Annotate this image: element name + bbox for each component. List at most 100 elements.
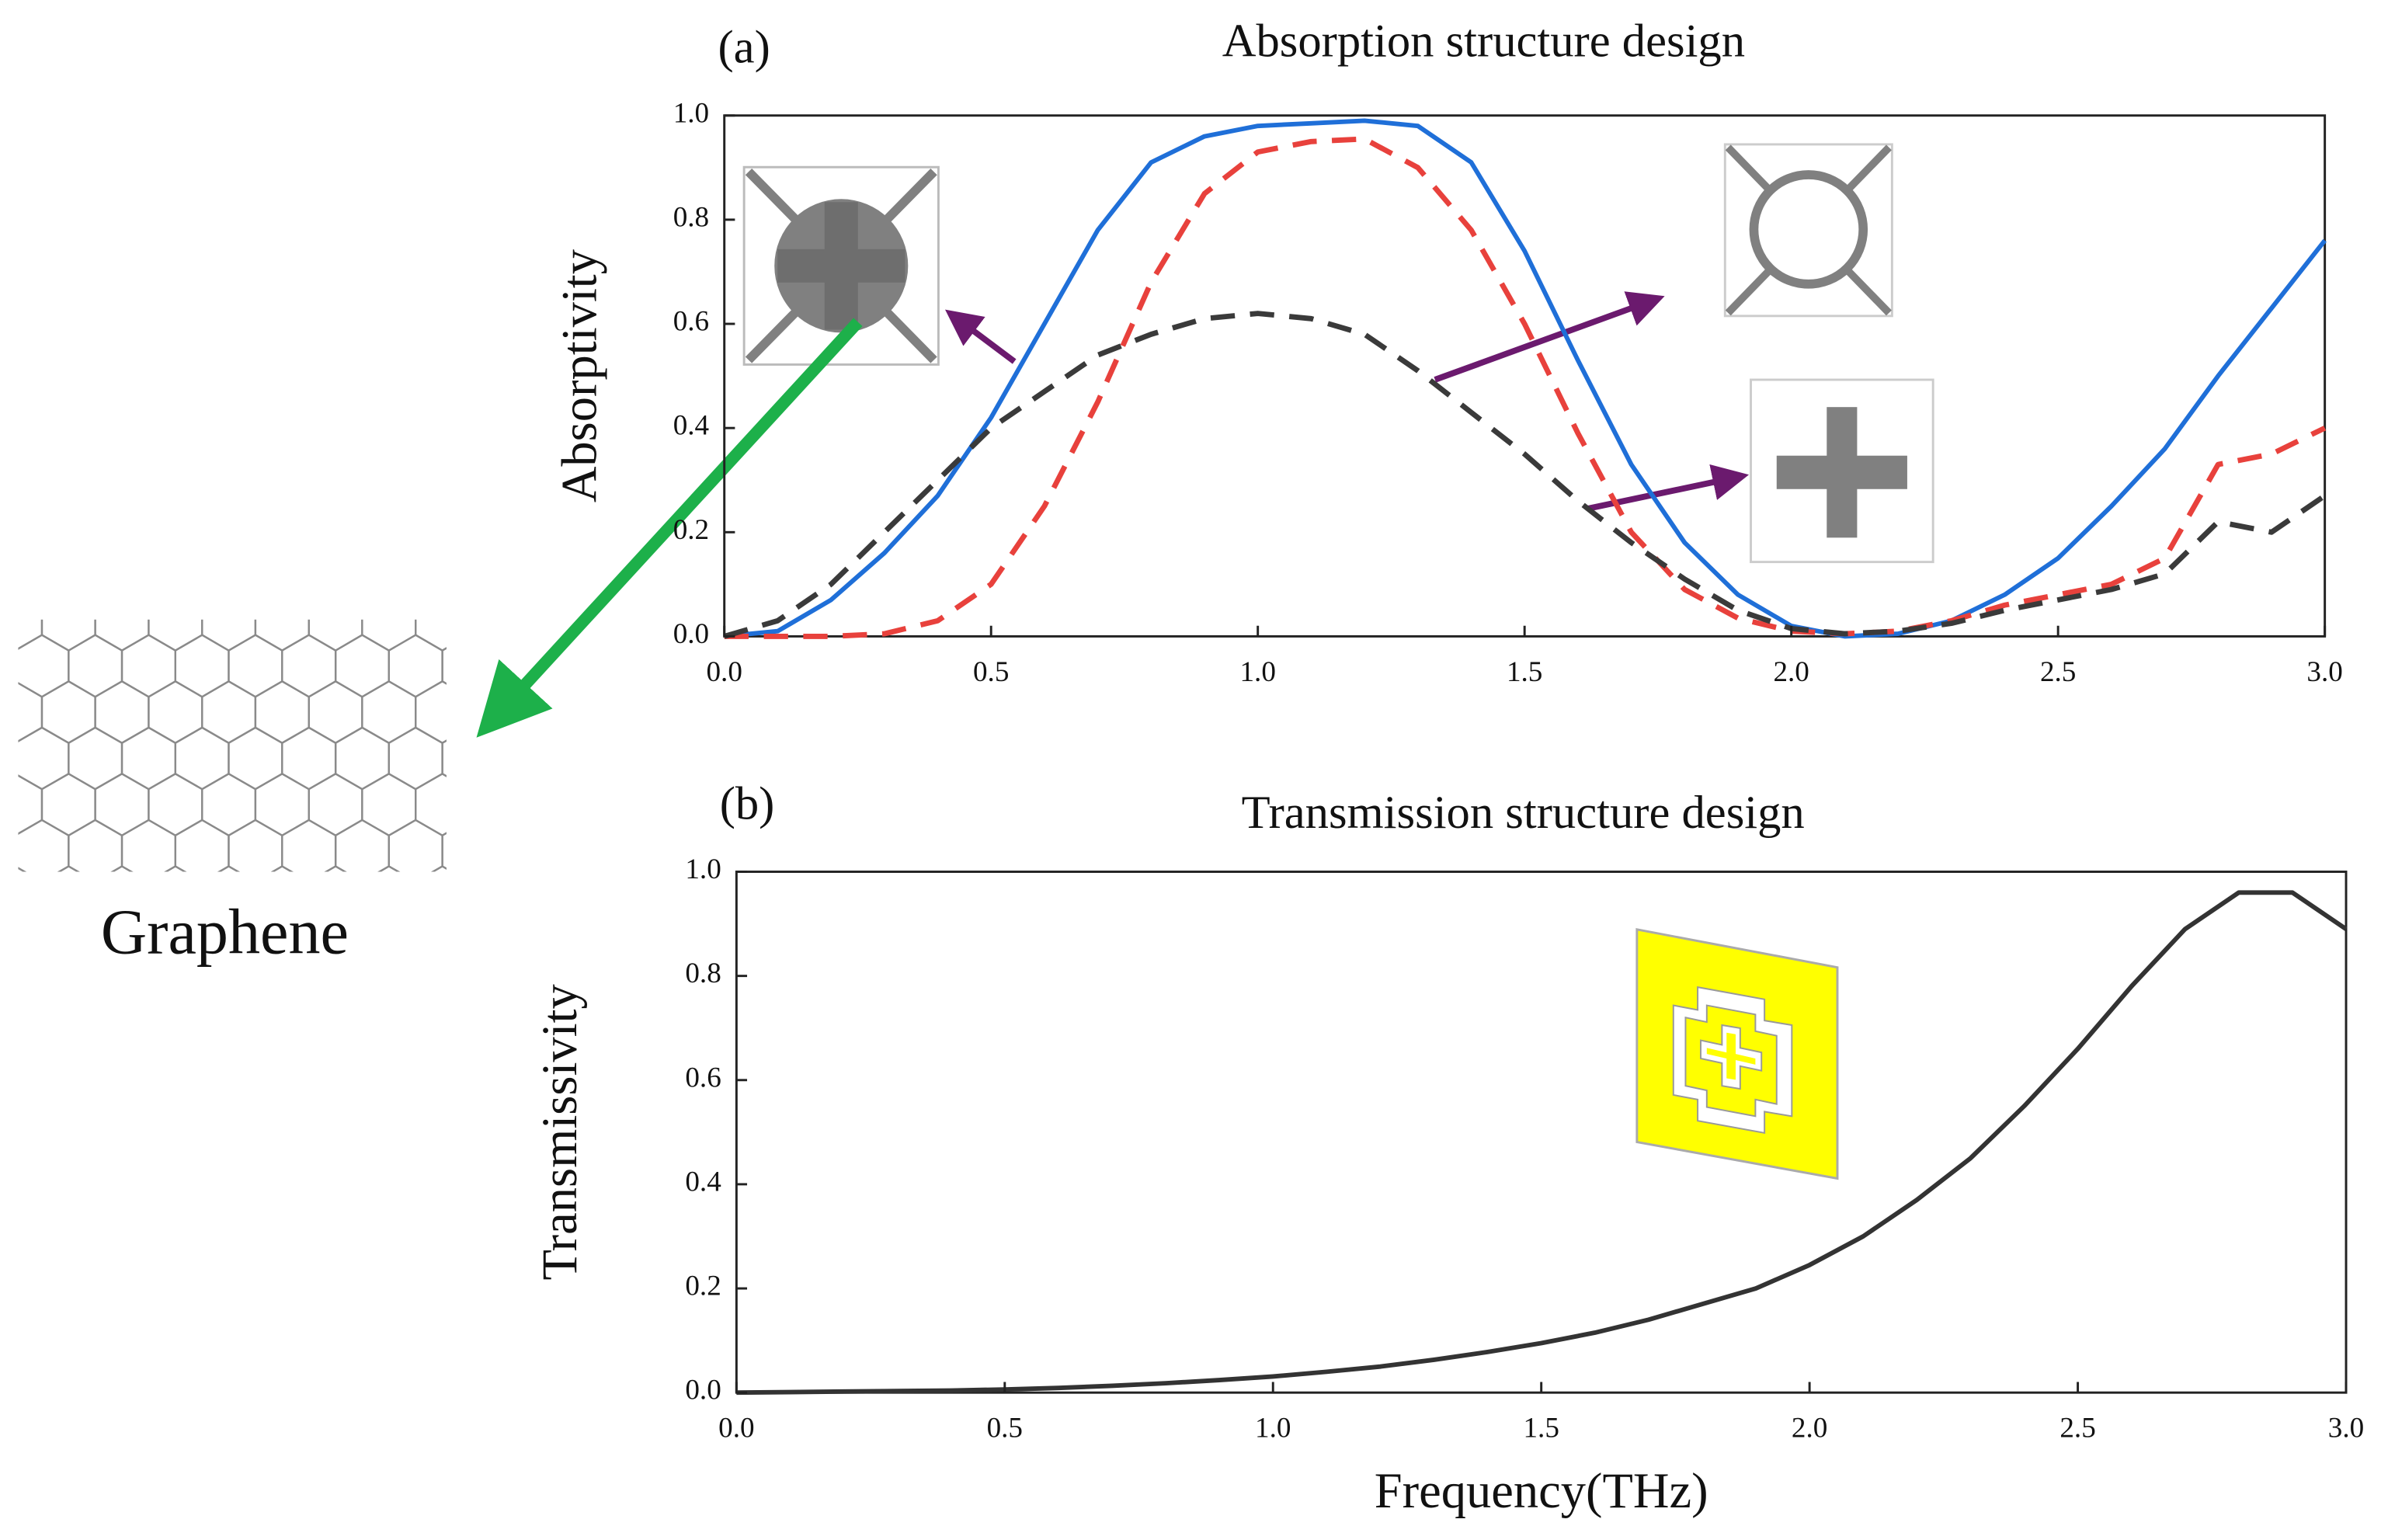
plot-frame — [735, 871, 2348, 1394]
hexagon — [308, 619, 363, 652]
hexagon — [201, 619, 257, 652]
hexagon — [441, 832, 447, 870]
x-tick-label: 2.5 — [2040, 656, 2076, 688]
chart-title: Transmission structure design — [1242, 787, 1805, 839]
hexagon — [174, 726, 230, 791]
hexagon — [18, 867, 27, 872]
hexagon — [334, 634, 390, 698]
y-axis-label: Absorptivity — [552, 249, 607, 502]
hexagon — [388, 726, 443, 791]
plot-frame — [723, 114, 2327, 638]
hexagon — [388, 634, 443, 698]
panel-label: (a) — [718, 22, 770, 74]
y-tick-label: 0.4 — [673, 410, 709, 442]
hexagon — [18, 726, 70, 791]
hexagon — [57, 865, 80, 872]
hexagon — [228, 819, 283, 872]
series-line — [723, 311, 2327, 639]
x-tick-label: 2.0 — [1792, 1413, 1827, 1444]
hexagon — [148, 773, 203, 837]
hexagon — [40, 773, 96, 837]
series-line — [724, 118, 2327, 639]
hexagon — [120, 819, 177, 872]
hexagon — [254, 773, 310, 837]
yellow-unit-cell — [1635, 928, 1839, 1180]
icon-circle — [1723, 143, 1893, 318]
x-tick-label: 2.0 — [1773, 656, 1809, 688]
icon-circle-cross — [742, 165, 940, 366]
hexagon — [174, 819, 230, 872]
hexagon — [68, 634, 123, 698]
hexagon — [441, 739, 447, 777]
panel-label: (b) — [720, 777, 775, 829]
hexagon — [334, 819, 390, 872]
hexagon — [361, 773, 417, 837]
hexagon — [469, 589, 523, 650]
y-tick-label: 1.0 — [685, 853, 721, 885]
y-tick-label: 0.0 — [673, 618, 709, 650]
y-tick-label: 0.6 — [685, 1062, 721, 1093]
hexagon — [469, 773, 523, 835]
hexagon — [281, 726, 337, 791]
y-axis-label: Transmissivity — [532, 984, 587, 1280]
chart-title: Absorption structure design — [1222, 16, 1745, 68]
hexagon — [120, 634, 177, 698]
hexagon — [18, 634, 70, 698]
y-tick-label: 0.8 — [685, 958, 721, 989]
hexagon — [495, 820, 549, 881]
y-tick-label: 0.4 — [685, 1166, 721, 1198]
hexagon — [68, 726, 123, 791]
x-tick-label: 0.5 — [973, 656, 1009, 688]
hexagon — [174, 634, 230, 698]
y-tick-label: 0.2 — [685, 1271, 721, 1302]
graphene-label: Graphene — [101, 896, 349, 967]
hexagon — [334, 726, 390, 791]
arrows — [476, 291, 1750, 738]
series-line — [736, 890, 2348, 1396]
y-tick-label: 1.0 — [673, 97, 709, 129]
x-tick-label: 0.5 — [987, 1413, 1023, 1444]
hexagon — [469, 866, 523, 927]
hexagon — [40, 619, 96, 652]
y-tick-label: 0.8 — [673, 201, 709, 233]
hexagon — [281, 819, 337, 872]
hexagon — [68, 819, 123, 872]
x-tick-label: 3.0 — [2306, 656, 2342, 688]
hexagon — [431, 865, 447, 872]
x-tick-label: 2.5 — [2059, 1413, 2095, 1444]
hexagon — [94, 680, 150, 745]
y-tick-label: 0.0 — [685, 1375, 721, 1406]
hexagon — [40, 680, 96, 745]
hexagon — [415, 619, 447, 652]
y-tick-label: 0.2 — [673, 514, 709, 546]
hexagon — [361, 680, 417, 745]
x-tick-label: 0.0 — [706, 656, 742, 688]
hexagon — [281, 634, 337, 698]
graphene-lattice — [18, 589, 549, 927]
hexagon — [148, 680, 203, 745]
hexagon — [148, 619, 203, 652]
x-axis-label: Frequency(THz) — [1375, 1463, 1708, 1518]
x-tick-label: 1.5 — [1507, 656, 1542, 688]
hexagon — [120, 726, 177, 791]
hexagon — [254, 680, 310, 745]
hexagon — [415, 680, 447, 745]
y-tick-label: 0.6 — [673, 306, 709, 338]
hexagon — [18, 619, 43, 650]
series-line — [724, 136, 2327, 639]
x-tick-label: 0.0 — [718, 1413, 754, 1444]
hexagon — [201, 680, 257, 745]
x-tick-label: 1.0 — [1255, 1413, 1291, 1444]
hexagon — [18, 774, 43, 835]
icon-cross — [1750, 378, 1934, 564]
hexagon — [228, 634, 283, 698]
hexagon — [201, 773, 257, 837]
x-tick-label: 3.0 — [2328, 1413, 2364, 1444]
hexagon — [361, 619, 417, 652]
hexagon — [18, 819, 70, 872]
hexagon — [18, 682, 43, 742]
hexagon — [308, 773, 363, 837]
hexagon — [441, 647, 447, 685]
